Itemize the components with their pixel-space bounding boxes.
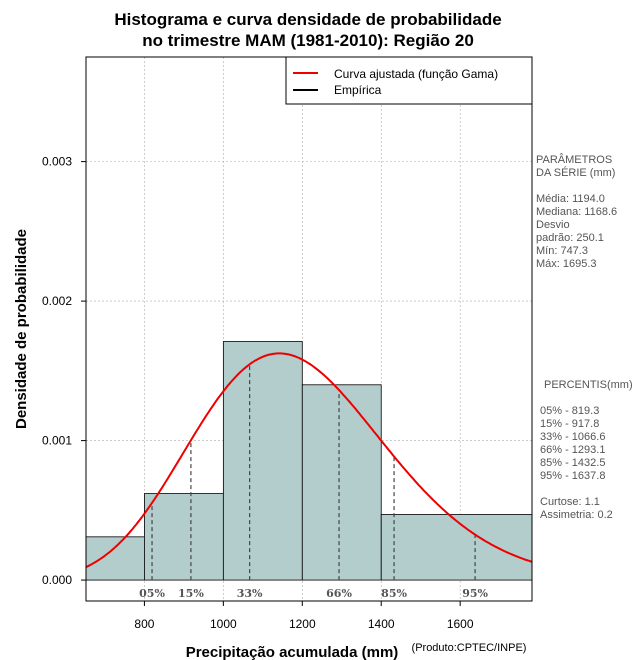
chart-title-line-1: Histograma e curva densidade de probabil…: [114, 10, 501, 29]
histogram-bar-3: [301, 384, 382, 581]
parameters-line: Média: 1194.0: [536, 193, 605, 205]
parameters-line: Máx: 1695.3: [536, 258, 597, 270]
percentile-label-66: 66%: [326, 587, 352, 600]
x-tick-label-3: 1400: [368, 617, 395, 631]
gamma-fit-curve: [85, 352, 533, 569]
percentile-label-33: 33%: [237, 587, 263, 600]
y-tick-label-3: 0.003: [42, 155, 72, 169]
percentiles-panel: PERCENTIS(mm) 05% - 819.315% - 917.833% -…: [540, 379, 633, 521]
percentiles-line: 33% - 1066.6: [540, 431, 605, 443]
y-tick-label-1: 0.001: [42, 434, 72, 448]
y-tick-label-2: 0.002: [42, 294, 72, 308]
percentile-labels: 05% 15% 33% 66% 85% 95%: [139, 587, 488, 600]
parameters-line: Mediana: 1168.6: [536, 206, 617, 218]
percentiles-line: PERCENTIS(mm): [544, 379, 633, 391]
y-axis-ticks: 0.000 0.001 0.002 0.003: [42, 155, 86, 587]
y-tick-label-0: 0.000: [42, 573, 72, 587]
percentile-label-05: 05%: [139, 587, 165, 600]
legend-empirical-label: Empírica: [334, 83, 382, 97]
y-axis-title: Densidade de probabilidade: [13, 229, 30, 429]
percentiles-line: 95% - 1637.8: [540, 470, 605, 482]
x-tick-label-2: 1200: [289, 617, 316, 631]
parameters-line: PARÂMETROS: [536, 153, 612, 166]
x-tick-label-4: 1600: [447, 617, 474, 631]
percentiles-line: 85% - 1432.5: [540, 457, 605, 469]
credit-label: (Produto:CPTEC/INPE): [412, 642, 527, 654]
parameters-line: DA SÉRIE (mm): [536, 166, 615, 179]
histogram-bar-0: [85, 536, 145, 581]
percentile-label-85: 85%: [381, 587, 407, 600]
histogram-bar-2: [222, 341, 303, 581]
x-axis-ticks: 800 1000 1200 1400 1600: [134, 601, 474, 631]
parameters-line: padrão: 250.1: [536, 232, 604, 244]
percentiles-line: 66% - 1293.1: [540, 444, 605, 456]
x-axis-title: Precipitação acumulada (mm): [186, 644, 399, 660]
histogram-bar-4: [380, 514, 533, 581]
legend: Curva ajustada (função Gama) Empírica: [285, 56, 533, 105]
percentiles-line: 05% - 819.3: [540, 405, 599, 417]
legend-box: [285, 56, 533, 105]
percentile-label-15: 15%: [178, 587, 204, 600]
percentiles-line: Assimetria: 0.2: [540, 509, 613, 521]
histogram-bar-1: [144, 493, 224, 581]
percentile-label-95: 95%: [462, 587, 488, 600]
series-parameters-panel: PARÂMETROS DA SÉRIE (mm) Média: 1194.0Med…: [536, 153, 617, 270]
x-tick-label-0: 800: [134, 617, 154, 631]
percentiles-line: 15% - 917.8: [540, 418, 599, 430]
histogram-bars: [85, 341, 533, 581]
x-tick-label-1: 1000: [210, 617, 237, 631]
chart-title-line-2: no trimestre MAM (1981-2010): Região 20: [142, 31, 474, 50]
parameters-line: Mín: 747.3: [536, 245, 588, 257]
parameters-line: Desvio: [536, 219, 570, 231]
percentile-lines: [151, 364, 476, 581]
percentiles-line: Curtose: 1.1: [540, 496, 600, 508]
legend-curve-label: Curva ajustada (função Gama): [334, 67, 498, 81]
